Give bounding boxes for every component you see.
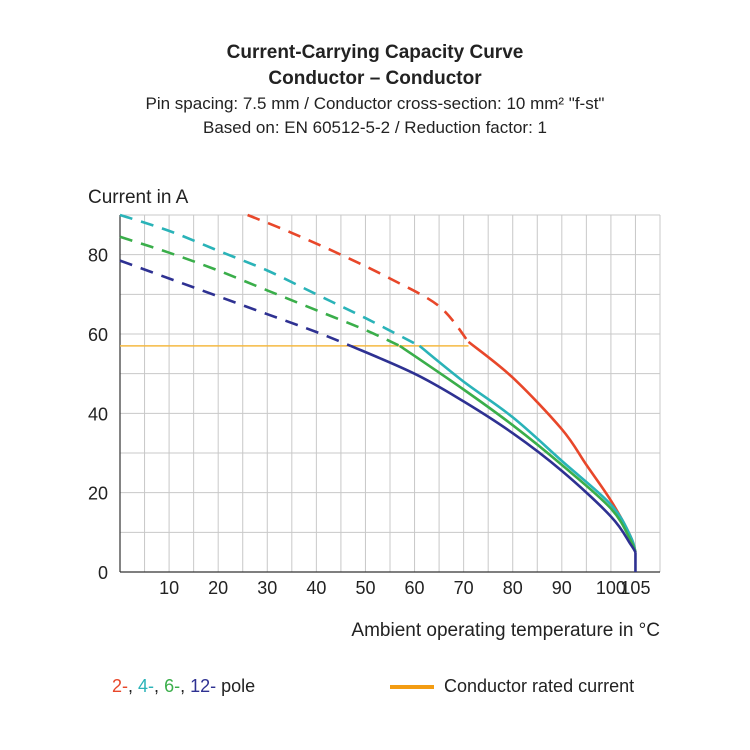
legend-poles-items: 2-, 4-, 6-, 12- [112, 676, 221, 696]
chart-titles: Current-Carrying Capacity Curve Conducto… [0, 40, 750, 140]
y-tick-label: 40 [88, 404, 108, 424]
x-tick-label: 30 [257, 578, 277, 598]
legend-pole-2: 2- [112, 676, 129, 696]
y-axis-label: Current in A [88, 187, 189, 208]
series-4pole-solid-line [418, 344, 637, 553]
chart-info-line1: Pin spacing: 7.5 mm / Conductor cross-se… [145, 94, 605, 113]
legend-rated-swatch [390, 684, 434, 689]
chart-title: Current-Carrying Capacity Curve [226, 42, 524, 63]
x-tick-label: 20 [208, 578, 228, 598]
series-2pole-dashed-line [247, 213, 470, 343]
chart-subtitle: Conductor – Conductor [268, 68, 482, 89]
legend-separator: , [154, 676, 165, 696]
chart-info-line2: Based on: EN 60512-5-2 / Reduction facto… [203, 118, 547, 137]
x-tick-label: 70 [454, 578, 474, 598]
series-12pole-solid-line [350, 344, 637, 553]
series-12pole-dashed-line [119, 259, 352, 348]
legend-poles: 2-, 4-, 6-, 12- pole [112, 676, 255, 697]
y-tick-label: 0 [98, 563, 108, 583]
legend-separator: , [180, 676, 191, 696]
legend-separator: , [128, 676, 139, 696]
x-tick-label: 40 [306, 578, 326, 598]
x-tick-label: 50 [355, 578, 375, 598]
series-6pole-solid-line [399, 344, 637, 553]
legend-pole-6: 6- [164, 676, 181, 696]
legend-pole-12: 12- [190, 676, 217, 696]
x-tick-label: 90 [552, 578, 572, 598]
y-tick-label: 20 [88, 484, 108, 504]
legend-poles-suffix: pole [221, 676, 256, 696]
x-tick-label: 80 [503, 578, 523, 598]
series-6pole-dashed-line [119, 235, 401, 348]
legend-pole-4: 4- [138, 676, 155, 696]
x-tick-label: 10 [159, 578, 179, 598]
y-tick-label: 80 [88, 246, 108, 266]
x-tick-label: 100 [596, 578, 626, 598]
y-tick-label: 60 [88, 325, 108, 345]
x-tick-label: 60 [405, 578, 425, 598]
x-axis-label: Ambient operating temperature in °C [351, 620, 660, 641]
x-tick-label: 105 [620, 578, 650, 598]
series-4pole-dashed-line [119, 213, 421, 348]
legend-rated-label: Conductor rated current [444, 676, 635, 696]
legend-rated: Conductor rated current [390, 676, 634, 697]
